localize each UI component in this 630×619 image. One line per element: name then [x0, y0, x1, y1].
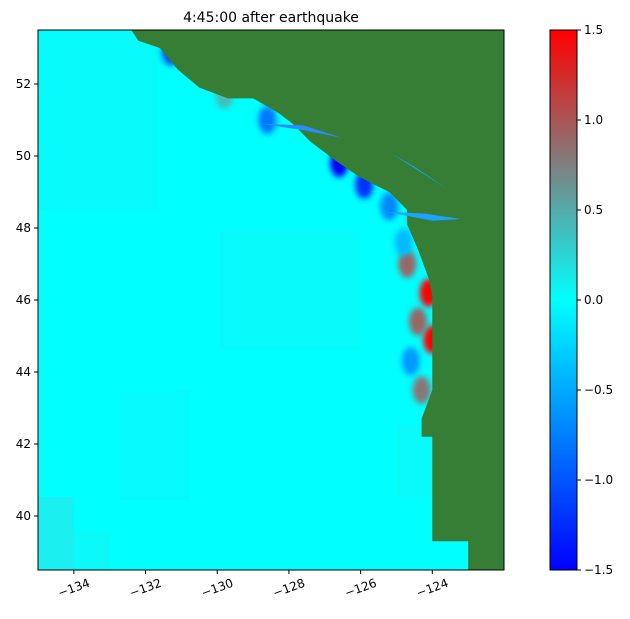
x-tick-label-5: −124 [414, 576, 450, 600]
wave-anomaly-3 [412, 376, 431, 404]
wave-anomaly-2 [409, 307, 427, 336]
colorbar-tick-label-2: −0.5 [584, 383, 613, 397]
inlet-1 [385, 211, 461, 221]
x-axis: −134 −132 −130 −128 −126 −124 [56, 570, 450, 600]
x-tick-label-3: −128 [271, 576, 307, 600]
colorbar-tick-label-0: −1.5 [584, 563, 613, 577]
colorbar [550, 30, 577, 570]
wave-anomaly-16 [258, 106, 277, 134]
resolution-blocks [38, 30, 432, 570]
x-tick-label-4: −126 [343, 576, 379, 600]
y-tick-label-3: 46 [16, 293, 31, 307]
x-tick-label-1: −132 [128, 576, 164, 600]
wave-anomaly-18 [394, 228, 413, 257]
wave-anomaly-5 [398, 250, 417, 278]
y-tick-label-5: 50 [16, 149, 31, 163]
y-tick-label-4: 48 [16, 221, 31, 235]
y-tick-label-0: 40 [16, 509, 31, 523]
y-tick-label-6: 52 [16, 77, 31, 91]
wave-anomaly-14 [380, 192, 399, 221]
colorbar-tick-label-1: −1.0 [584, 473, 613, 487]
x-tick-label-0: −134 [56, 576, 92, 600]
y-tick-label-2: 44 [16, 365, 31, 379]
chart-title: 4:45:00 after earthquake [183, 10, 359, 26]
colorbar-tick-label-3: 0.0 [584, 293, 603, 307]
colorbar-tick-label-5: 1.0 [584, 113, 603, 127]
colorbar-tick-label-4: 0.5 [584, 203, 603, 217]
wave-anomaly-4 [401, 347, 420, 376]
inlet-0 [260, 123, 343, 138]
y-tick-label-1: 42 [16, 437, 31, 451]
x-tick-label-2: −130 [199, 576, 235, 600]
map-plot-area [38, 30, 504, 570]
colorbar-tick-label-6: 1.5 [584, 23, 603, 37]
colorbar-axis: −1.5 −1.0 −0.5 0.0 0.5 1.0 1.5 [577, 23, 613, 577]
coastal-detail [260, 123, 461, 221]
y-axis: 40 42 44 46 48 50 52 [16, 77, 38, 523]
